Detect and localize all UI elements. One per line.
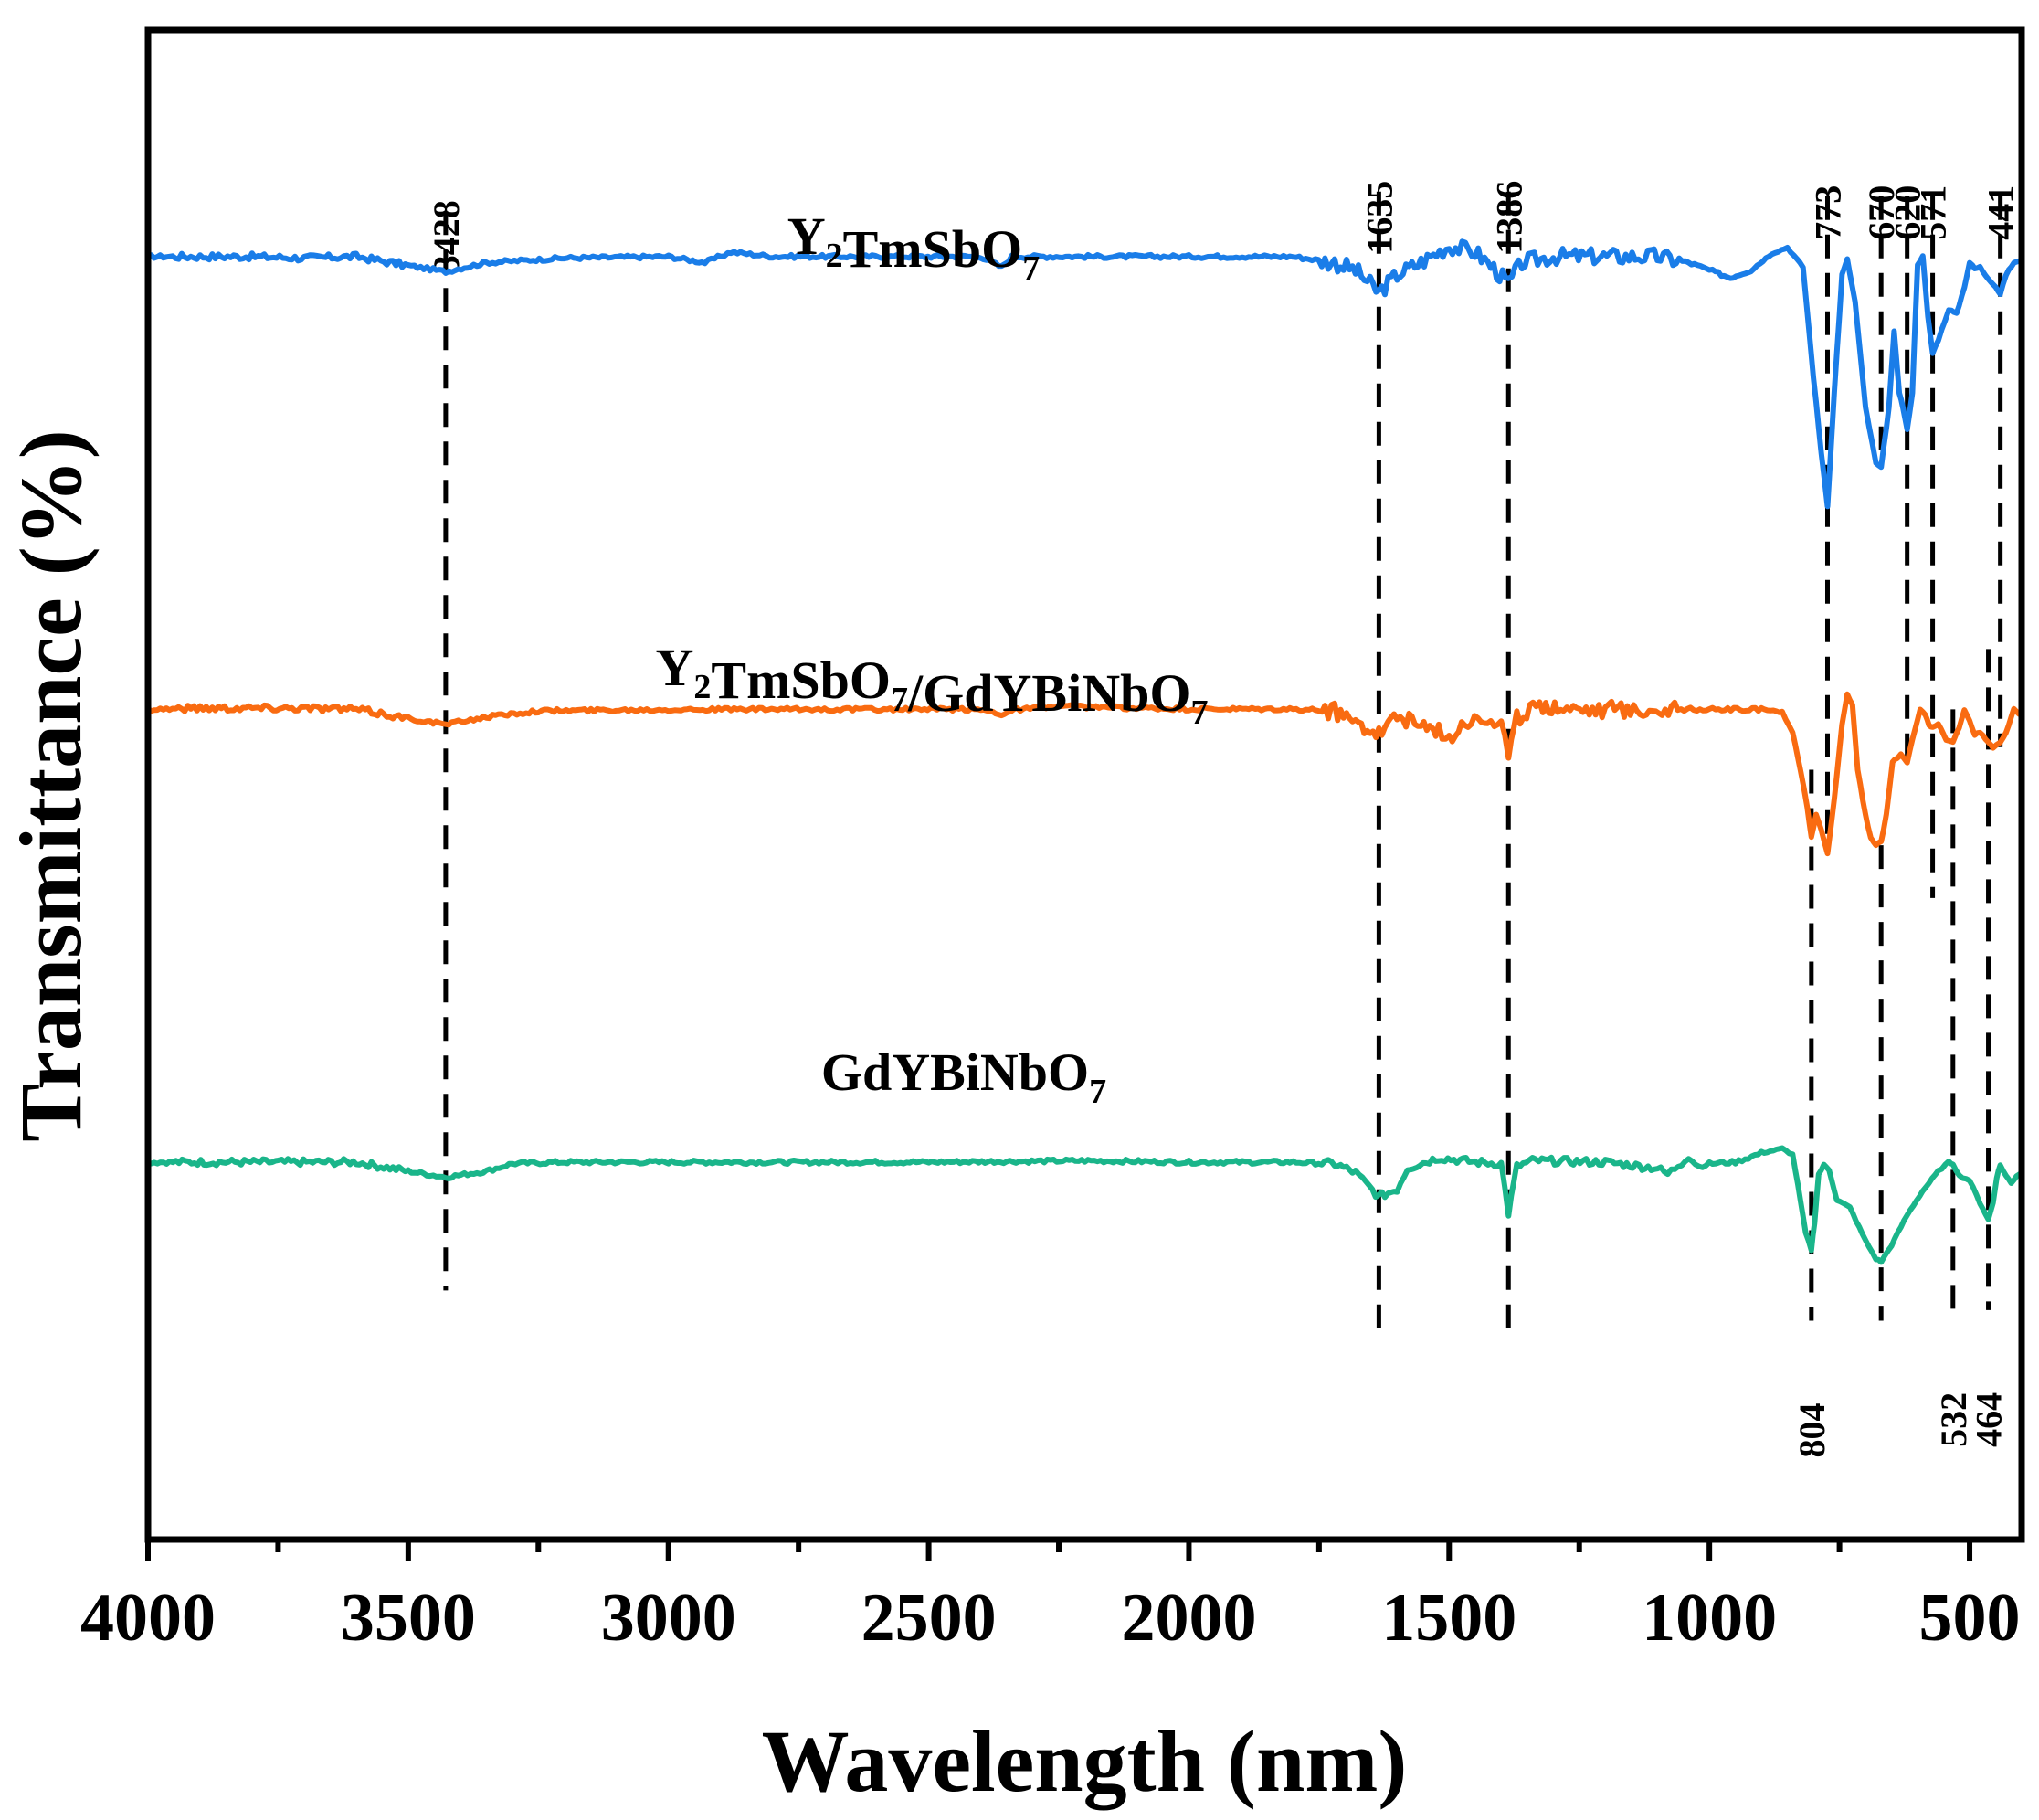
series-line-2	[145, 1145, 2024, 1265]
peak-label-441: 441	[1981, 185, 2022, 240]
x-tick-label-1500: 1500	[1381, 1581, 1516, 1656]
peak-label-804: 804	[1791, 1402, 1833, 1457]
x-tick-label-2000: 2000	[1121, 1581, 1256, 1656]
series-line-0	[145, 238, 2024, 510]
x-axis-ticks: 4000 3500 3000 2500 2000 1500 1000 500	[80, 1540, 2021, 1656]
x-tick-label-2500: 2500	[861, 1581, 997, 1656]
x-tick-label-3500: 3500	[341, 1581, 476, 1656]
x-tick-label-500: 500	[1919, 1581, 2021, 1656]
peak-label-1386: 1386	[1488, 181, 1529, 254]
peak-label-620: 620	[1887, 185, 1928, 240]
series-label-1: Y2TmSbO7/GdYBiNbO7	[656, 638, 1209, 732]
series-labels: Y2TmSbO7 Y2TmSbO7/GdYBiNbO7 GdYBiNbO7	[656, 206, 1209, 1111]
y-axis-title: Transmittance (%)	[2, 429, 100, 1141]
peak-label-571: 571	[1913, 185, 1954, 240]
series-group	[145, 238, 2024, 1265]
x-tick-label-1000: 1000	[1642, 1581, 1777, 1656]
series-line-1	[145, 691, 2024, 857]
x-axis-title: Wavelength (nm)	[762, 1712, 1408, 1810]
peak-label-1635: 1635	[1358, 181, 1400, 254]
plot-frame	[144, 26, 2025, 1543]
peak-label-532: 532	[1933, 1392, 1974, 1447]
peak-label-3428: 3428	[426, 200, 467, 273]
peak-label-464: 464	[1969, 1392, 2010, 1447]
series-label-2: GdYBiNbO7	[821, 1042, 1106, 1111]
peak-label-670: 670	[1861, 185, 1902, 240]
peak-label-773: 773	[1807, 185, 1848, 240]
x-tick-label-3000: 3000	[601, 1581, 736, 1656]
series-label-0: Y2TmSbO7	[787, 206, 1041, 288]
x-tick-label-4000: 4000	[80, 1581, 216, 1656]
